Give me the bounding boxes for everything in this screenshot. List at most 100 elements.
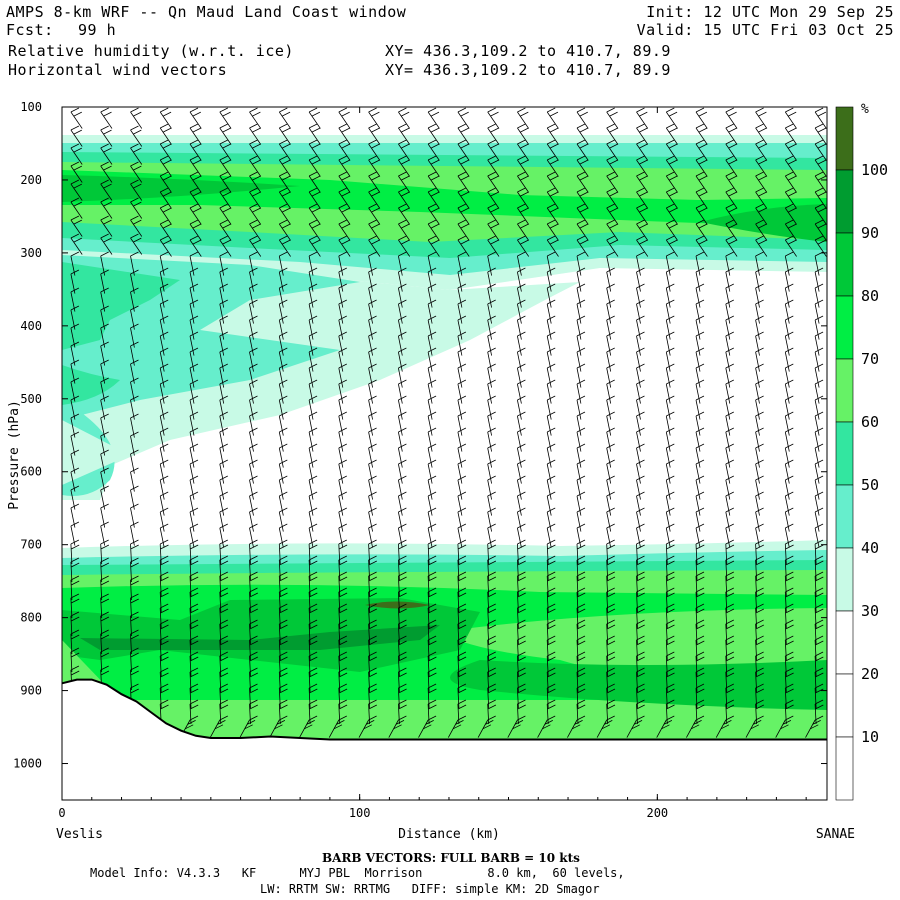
wind-barb bbox=[487, 555, 497, 581]
wind-barb bbox=[219, 123, 232, 145]
wind-barb bbox=[278, 315, 288, 340]
wind-barb bbox=[784, 347, 794, 372]
wind-barb bbox=[398, 667, 407, 693]
wind-barb bbox=[755, 491, 764, 516]
wind-barb bbox=[477, 715, 496, 738]
wind-barb bbox=[517, 203, 530, 225]
wind-barb bbox=[308, 331, 318, 356]
wind-barb bbox=[278, 283, 288, 308]
wind-barb bbox=[784, 699, 794, 725]
chart-title: AMPS 8-km WRF -- Qn Maud Land Coast wind… bbox=[6, 3, 407, 21]
wind-barb bbox=[606, 155, 619, 177]
wind-barb bbox=[338, 523, 347, 548]
wind-barb bbox=[159, 539, 169, 565]
wind-barb bbox=[219, 427, 228, 452]
wind-barb bbox=[249, 475, 258, 500]
wind-barb bbox=[368, 251, 377, 276]
humidity-band bbox=[62, 175, 300, 202]
wind-barb bbox=[725, 635, 735, 661]
wind-barb bbox=[487, 379, 496, 404]
wind-barb bbox=[249, 667, 258, 693]
wind-barb bbox=[219, 491, 228, 516]
wind-barb bbox=[755, 251, 764, 276]
wind-barb bbox=[457, 155, 470, 177]
wind-barb bbox=[249, 587, 258, 613]
wind-barb bbox=[308, 443, 318, 468]
wind-barb bbox=[546, 539, 556, 565]
wind-barb bbox=[725, 683, 735, 709]
cross-section-xy-1: XY= 436.3,109.2 to 410.7, 89.9 bbox=[385, 42, 671, 60]
wind-barb bbox=[755, 331, 764, 356]
wind-barb bbox=[814, 379, 824, 404]
wind-barb bbox=[814, 699, 824, 725]
wind-barb bbox=[784, 651, 794, 677]
wind-barb bbox=[249, 683, 258, 709]
wind-barb bbox=[576, 123, 589, 145]
wind-barb bbox=[70, 575, 80, 601]
wind-barb bbox=[249, 411, 258, 436]
wind-barb bbox=[814, 459, 824, 484]
wind-barb bbox=[636, 619, 645, 645]
colorbar-swatch bbox=[835, 421, 854, 486]
wind-barb bbox=[189, 107, 202, 129]
wind-barb bbox=[457, 603, 467, 629]
wind-barb bbox=[219, 235, 232, 257]
wind-barb-column bbox=[358, 107, 381, 738]
wind-barb bbox=[487, 299, 496, 324]
wind-barb bbox=[308, 539, 318, 565]
wind-barb bbox=[546, 267, 556, 292]
wind-barb bbox=[755, 235, 768, 257]
wind-barb bbox=[576, 459, 586, 484]
wind-barb bbox=[249, 107, 262, 129]
wind-barb bbox=[427, 139, 440, 161]
wind-barb bbox=[546, 139, 559, 161]
wind-barb bbox=[606, 267, 615, 292]
wind-barb bbox=[546, 155, 559, 177]
wind-barb bbox=[368, 315, 377, 340]
wind-barb bbox=[338, 507, 347, 532]
wind-barb bbox=[814, 683, 824, 709]
wind-barb bbox=[725, 155, 738, 177]
wind-barb bbox=[338, 555, 348, 581]
wind-barb bbox=[755, 379, 764, 404]
wind-barb bbox=[278, 683, 288, 709]
wind-barb bbox=[159, 299, 169, 324]
wind-barb bbox=[576, 507, 586, 532]
wind-barb bbox=[219, 443, 228, 468]
wind-barb bbox=[784, 491, 794, 516]
wind-barb bbox=[338, 315, 347, 340]
wind-barb bbox=[398, 411, 407, 436]
x-tick-label: 100 bbox=[349, 806, 371, 820]
wind-barb bbox=[725, 331, 734, 356]
wind-barb bbox=[784, 667, 794, 693]
wind-barb bbox=[398, 507, 407, 532]
wind-barb bbox=[398, 379, 407, 404]
wind-barb bbox=[180, 715, 199, 738]
wind-barb bbox=[338, 699, 348, 725]
wind-barb bbox=[487, 651, 497, 677]
wind-barb bbox=[725, 267, 734, 292]
wind-barb-column bbox=[159, 107, 172, 725]
wind-barb bbox=[159, 651, 169, 677]
wind-barb bbox=[784, 187, 797, 209]
wind-barb-column bbox=[537, 107, 559, 738]
wind-barb bbox=[814, 267, 824, 292]
wind-barb bbox=[695, 539, 705, 565]
wind-barb bbox=[517, 395, 526, 420]
wind-barb bbox=[189, 555, 199, 581]
wind-barb bbox=[278, 123, 291, 145]
wind-barb bbox=[636, 155, 649, 177]
wind-barb bbox=[546, 203, 559, 225]
wind-barb bbox=[398, 571, 407, 597]
wind-barb bbox=[100, 539, 110, 565]
wind-barb bbox=[546, 459, 556, 484]
colorbar-swatch bbox=[835, 295, 854, 360]
wind-barb bbox=[487, 475, 496, 500]
wind-barb bbox=[665, 171, 678, 193]
wind-barb bbox=[249, 571, 258, 597]
wind-barb bbox=[308, 363, 318, 388]
wind-barb bbox=[695, 603, 705, 629]
wind-barb bbox=[457, 203, 470, 225]
wind-barb bbox=[517, 411, 526, 436]
plot-frame bbox=[61, 106, 828, 801]
